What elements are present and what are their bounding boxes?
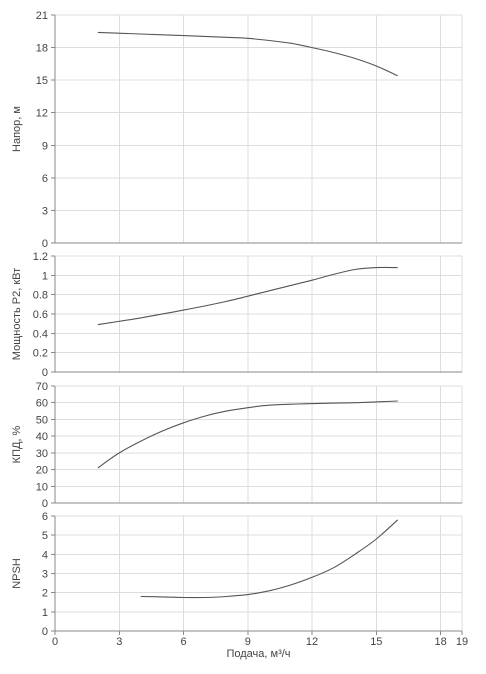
head-y-tick-label: 12	[36, 108, 48, 120]
head-y-tick-label: 6	[42, 173, 48, 185]
efficiency-y-tick-label: 10	[36, 481, 48, 493]
npsh-y-tick-label: 6	[42, 511, 48, 523]
x-tick-label: 6	[180, 636, 186, 648]
npsh-y-tick-label: 3	[42, 569, 48, 581]
power-y-tick-label: 1	[42, 270, 48, 282]
head-y-tick-label: 21	[36, 10, 48, 22]
efficiency-y-tick-label: 60	[36, 398, 48, 410]
x-tick-label: 3	[116, 636, 122, 648]
head-y-axis-label: Напор, м	[11, 106, 23, 152]
power-y-tick-label: 1.2	[33, 251, 48, 263]
npsh-y-tick-label: 2	[42, 588, 48, 600]
power-y-tick-label: 0.2	[33, 348, 48, 360]
x-tick-label: 15	[370, 636, 382, 648]
npsh-series-line	[140, 519, 399, 599]
npsh-y-tick-label: 0	[42, 626, 48, 638]
power-panel: 0 0.2 0.4 0.6 0.8 1 1.2 Мощность P2, кВт	[11, 251, 463, 379]
x-tick-label: 12	[306, 636, 318, 648]
head-y-tick-label: 3	[42, 205, 48, 217]
npsh-y-tick-label: 4	[42, 549, 48, 561]
power-y-tick-label: 0.4	[33, 328, 48, 340]
efficiency-y-tick-label: 50	[36, 414, 48, 426]
efficiency-y-tick-label: 20	[36, 465, 48, 477]
x-tick-label: 9	[245, 636, 251, 648]
efficiency-panel: 0 10 20 30 40 50 60 70 КПД, %	[11, 381, 463, 510]
x-tick-label: 18	[434, 636, 446, 648]
npsh-y-axis-label: NPSH	[11, 558, 23, 589]
head-y-tick-label: 0	[42, 238, 48, 250]
power-series-line	[97, 266, 398, 326]
x-tick-label: 19	[456, 636, 468, 648]
head-y-tick-label: 15	[36, 75, 48, 87]
efficiency-y-axis-label: КПД, %	[11, 425, 23, 463]
head-panel: 0 3 6 9 12 15 18 21 Напор, м	[11, 10, 463, 250]
efficiency-series-line	[97, 400, 398, 469]
head-y-tick-label: 18	[36, 43, 48, 55]
head-series-line	[97, 31, 398, 77]
efficiency-y-tick-label: 0	[42, 498, 48, 510]
efficiency-y-tick-label: 70	[36, 381, 48, 393]
power-y-tick-label: 0.8	[33, 290, 48, 302]
npsh-y-tick-label: 5	[42, 530, 48, 542]
npsh-y-tick-label: 1	[42, 607, 48, 619]
x-axis-label: Подача, м³/ч	[226, 648, 290, 660]
power-y-tick-label: 0.6	[33, 309, 48, 321]
efficiency-y-tick-label: 40	[36, 431, 48, 443]
power-y-tick-label: 0	[42, 367, 48, 379]
x-tick-label: 0	[52, 636, 58, 648]
head-y-tick-label: 9	[42, 140, 48, 152]
efficiency-y-tick-label: 30	[36, 448, 48, 460]
power-y-axis-label: Мощность P2, кВт	[11, 268, 23, 360]
